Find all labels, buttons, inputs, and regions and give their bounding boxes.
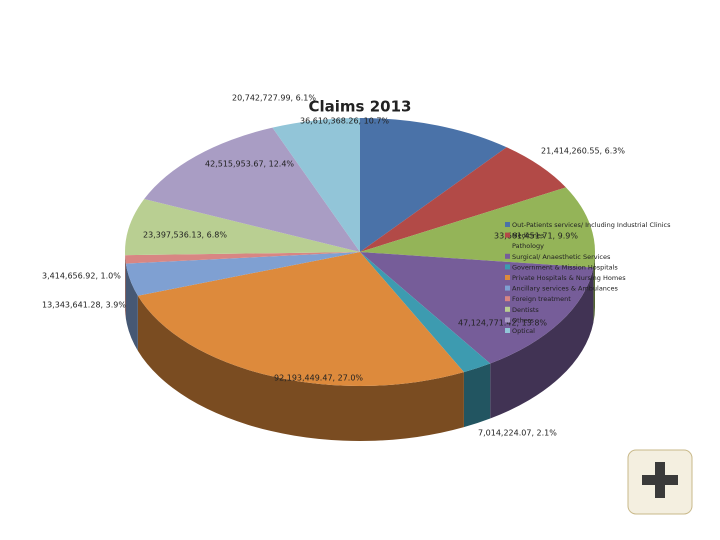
- legend-label: Optical: [512, 327, 535, 335]
- legend-swatch: [505, 232, 510, 238]
- legend-swatch: [505, 275, 510, 280]
- data-label: 3,414,656.92, 1.0%: [42, 272, 121, 281]
- slice: [125, 252, 361, 296]
- pie-tops: [125, 118, 595, 386]
- slice: [125, 252, 360, 264]
- pie-sides: [125, 252, 595, 441]
- legend-label: Pathology: [512, 242, 544, 250]
- data-label: 92,193,449.47, 27.0%: [274, 374, 363, 383]
- legend-label: Surgical/ Anaesthetic Services: [512, 253, 611, 261]
- slice-side: [593, 252, 595, 323]
- legend-swatch: [505, 222, 510, 227]
- data-label: 21,414,260.55, 6.3%: [541, 147, 625, 156]
- legend-swatch: [505, 296, 510, 302]
- legend-swatch: [505, 328, 510, 333]
- legend-label: Private Hospitals & Nursing Homes: [512, 274, 626, 282]
- slice: [125, 198, 360, 256]
- legend-label: Ancillary services & Ambulances: [512, 285, 619, 293]
- slice-side: [125, 255, 126, 319]
- legend-swatch: [505, 306, 510, 312]
- slice-side: [490, 267, 594, 419]
- data-label: 13,343,641.28, 3.9%: [42, 301, 126, 310]
- legend-label: Others: [512, 316, 534, 324]
- slice-side: [463, 363, 491, 428]
- logo: [627, 449, 693, 515]
- data-label: 33,661,451.71, 9.9%: [494, 232, 578, 241]
- chart-title: Claims 2013: [309, 98, 412, 116]
- slice: [360, 118, 507, 252]
- legend-label: Foreign treatment: [512, 295, 571, 303]
- slice: [360, 252, 491, 373]
- legend-swatch: [505, 317, 510, 323]
- data-label: 47,124,771.42, 13.8%: [458, 319, 547, 328]
- data-label: 20,742,727.99, 6.1%: [232, 94, 316, 103]
- data-label: 42,515,953.67, 12.4%: [205, 160, 294, 169]
- slice: [360, 252, 594, 364]
- legend-label: Government & Mission Hospitals: [512, 263, 618, 271]
- slice: [360, 147, 566, 252]
- legend-swatch: [505, 285, 510, 291]
- legend-label: Out-Patients services/ Including Industr…: [512, 221, 671, 229]
- slice-side: [137, 295, 464, 441]
- slice: [272, 118, 360, 252]
- slice: [360, 187, 595, 268]
- data-label: 36,610,368.26, 10.7%: [300, 117, 389, 126]
- data-label: 7,014,224.07, 2.1%: [478, 429, 557, 438]
- legend-swatch: [505, 253, 510, 259]
- slice-side: [125, 263, 138, 351]
- data-label: 23,397,536.13, 6.8%: [143, 231, 227, 240]
- slice: [144, 127, 360, 252]
- legend-swatch: [505, 243, 510, 249]
- legend-label: Dentists: [512, 306, 539, 314]
- legend-label: Medicines: [512, 232, 545, 240]
- slice: [137, 252, 464, 386]
- legend-swatch: [505, 264, 510, 270]
